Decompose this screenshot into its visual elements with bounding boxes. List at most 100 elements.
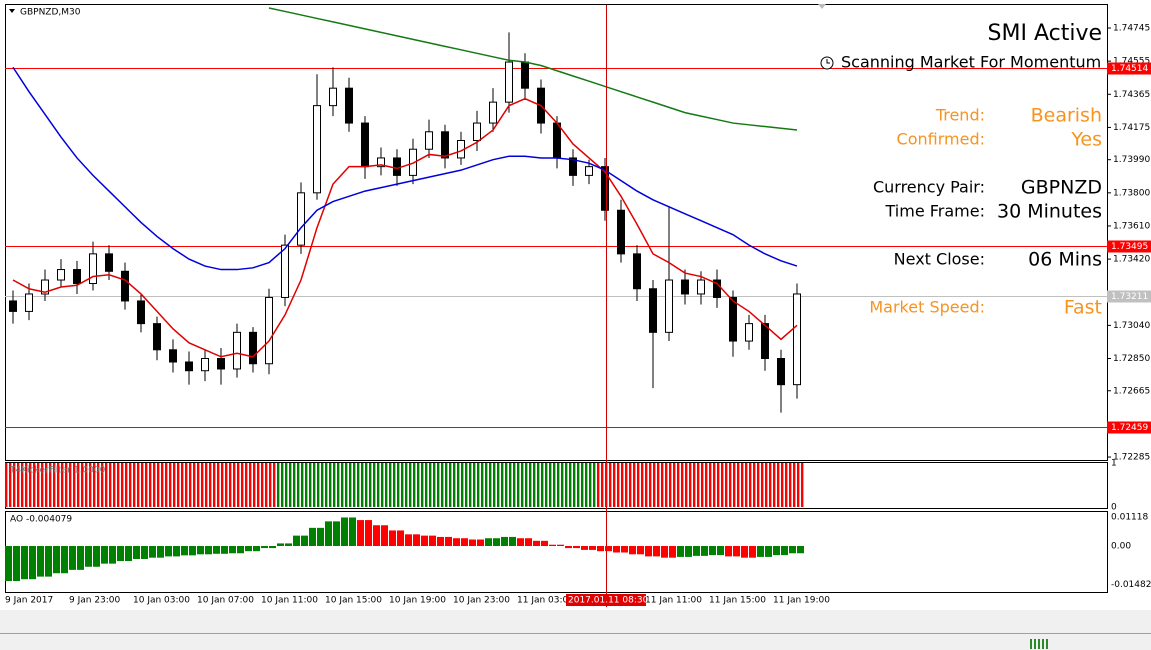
kicker-bar: [637, 463, 640, 507]
y-tick-label: 1.73040: [1113, 321, 1150, 331]
ao-bar: [493, 538, 500, 547]
candle-body: [633, 253, 641, 290]
kicker-bar: [213, 463, 216, 507]
ao-bar: [573, 546, 580, 549]
kicker-bar: [29, 463, 32, 507]
ao-bar: [85, 546, 92, 567]
x-tick-label: 10 Jan 19:00: [389, 596, 446, 606]
candle-body: [361, 122, 369, 168]
kicker-bar: [61, 463, 64, 507]
ao-bar: [701, 546, 708, 556]
candle-body: [505, 61, 513, 103]
y-tick-label: 1.73610: [1113, 221, 1150, 231]
ao-bar: [693, 546, 700, 556]
kicker-bar: [449, 463, 452, 507]
candle-body: [793, 293, 801, 386]
kicker-bar: [409, 463, 412, 507]
candle-body: [57, 269, 65, 281]
info-label: Trend:: [935, 106, 985, 125]
ao-bar: [13, 546, 20, 582]
ao-bar: [509, 536, 516, 547]
info-title: SMI Active: [988, 21, 1102, 46]
kicker-bar: [801, 463, 804, 507]
kicker-bar: [497, 463, 500, 507]
ao-bar: [181, 546, 188, 556]
candle-body: [489, 101, 497, 124]
kicker-bar: [205, 463, 208, 507]
kicker-bar: [113, 463, 116, 507]
kicker-bar: [73, 463, 76, 507]
x-tick-label: 11 Jan 03:00: [517, 596, 574, 606]
kicker-bar: [757, 463, 760, 507]
kicker-bar: [65, 463, 68, 507]
kicker-bar: [201, 463, 204, 507]
ao-bar: [309, 527, 316, 547]
kicker-bar: [305, 463, 308, 507]
kicker-bar: [705, 463, 708, 507]
ao-bar: [725, 546, 732, 557]
candle-body: [233, 331, 241, 370]
kicker-bar: [361, 463, 364, 507]
kicker-bar: [149, 463, 152, 507]
x-tick-label: 9 Jan 2017: [5, 596, 53, 606]
kicker-bar: [9, 463, 12, 507]
ao-bar: [477, 539, 484, 547]
kicker-bar: [437, 463, 440, 507]
kicker-bar: [5, 463, 8, 507]
kicker-bar: [321, 463, 324, 507]
kicker-bar: [725, 463, 728, 507]
y-tick-label: 1.73990: [1113, 155, 1150, 165]
ao-bar: [277, 543, 284, 547]
y-tick-label: -0.014825: [1111, 580, 1151, 590]
candle-body: [649, 288, 657, 333]
ao-bar: [301, 535, 308, 547]
kicker-bar: [517, 463, 520, 507]
kicker-bar: [161, 463, 164, 507]
candle-body: [345, 87, 353, 124]
kicker-bar: [565, 463, 568, 507]
ao-bar: [541, 540, 548, 547]
ao-bar: [773, 546, 780, 556]
kicker-bar: [649, 463, 652, 507]
ao-bar: [445, 536, 452, 547]
kicker-bar: [489, 463, 492, 507]
ao-bar: [645, 546, 652, 557]
kicker-bar: [397, 463, 400, 507]
ao-bar: [781, 546, 788, 556]
ao-bar: [141, 546, 148, 559]
dropdown-icon: [9, 9, 15, 13]
main-chart-frame: [5, 4, 1108, 461]
ao-bar: [253, 546, 260, 552]
kicker-bar: [577, 463, 580, 507]
ao-bar: [293, 535, 300, 547]
y-tick-label: 1.74175: [1113, 123, 1150, 133]
price-level-tag: [1107, 62, 1151, 75]
candle-body: [713, 279, 721, 298]
ao-bar: [557, 544, 564, 547]
kicker-bar: [765, 463, 768, 507]
candle-body: [201, 358, 209, 372]
ao-bar: [149, 546, 156, 558]
candle-body: [745, 323, 753, 342]
ao-bar: [117, 546, 124, 562]
candle-body: [729, 296, 737, 342]
ao-bar: [157, 546, 164, 558]
x-tick-label: 11 Jan 15:00: [709, 596, 766, 606]
candle-body: [521, 61, 529, 89]
kicker-bar: [749, 463, 752, 507]
kicker-bar: [301, 463, 304, 507]
kicker-bar: [169, 463, 172, 507]
kicker-bar: [737, 463, 740, 507]
kicker-bar: [97, 463, 100, 507]
kicker-bar: [741, 463, 744, 507]
ao-bar: [333, 521, 340, 547]
ao-bar: [173, 546, 180, 557]
candle-body: [313, 105, 321, 194]
kicker-bar: [417, 463, 420, 507]
candle-body: [441, 131, 449, 159]
volume-icon: [1030, 639, 1048, 649]
y-tick-label: 1.74365: [1113, 90, 1150, 100]
candle-body: [25, 293, 33, 312]
kicker-bar: [545, 463, 548, 507]
kicker-bar: [189, 463, 192, 507]
